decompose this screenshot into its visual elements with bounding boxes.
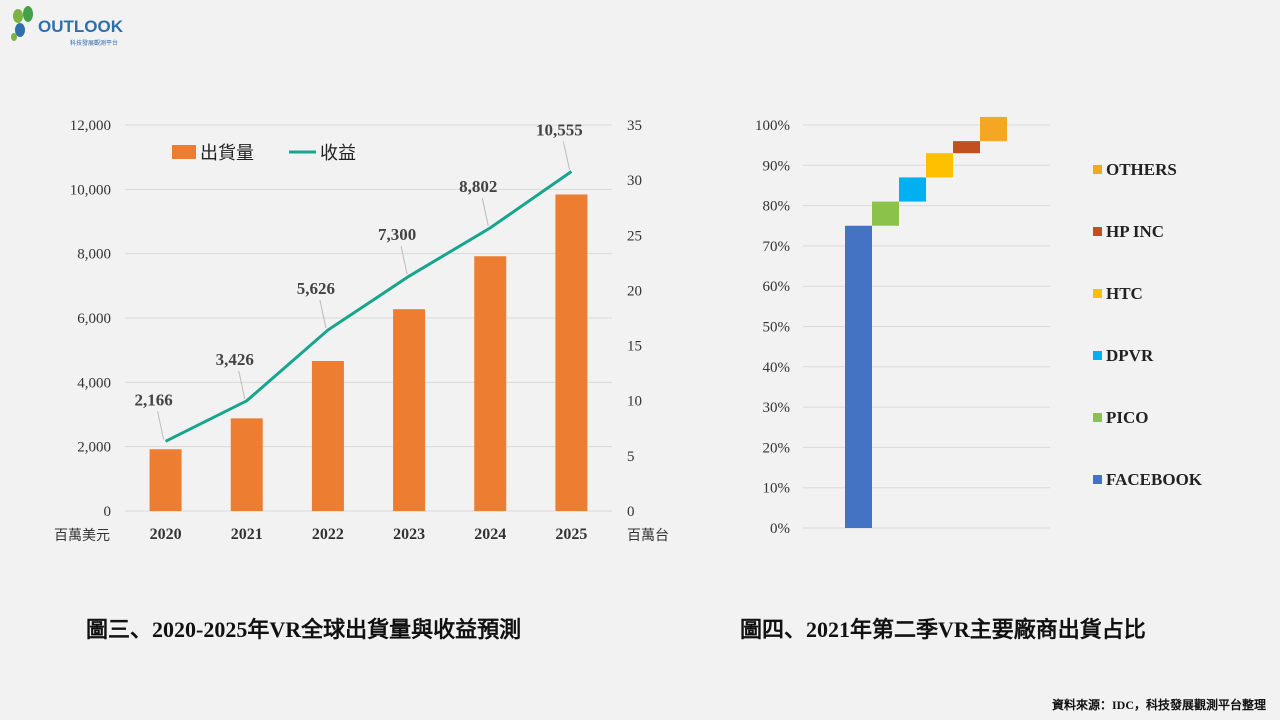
y-right-tick-label: 25 (627, 228, 642, 244)
x-tick-label: 2024 (474, 526, 506, 543)
data-label: 3,426 (216, 350, 254, 369)
logo-subtitle: 科技發展觀測平台 (70, 41, 119, 47)
legend-label: OTHERS (1106, 160, 1177, 179)
y-right-tick-label: 15 (627, 339, 642, 355)
y-tick-label: 70% (763, 239, 791, 255)
bar (555, 194, 588, 512)
data-label: 10,555 (536, 120, 583, 139)
legend-swatch-shipments (172, 145, 196, 159)
waterfall-bar (980, 116, 1007, 142)
legend-label: FACEBOOK (1106, 470, 1203, 489)
y-tick-label: 10% (763, 481, 791, 497)
y-tick-label: 40% (763, 360, 791, 376)
data-label-leader (157, 411, 165, 440)
legend-label: HTC (1106, 284, 1143, 303)
y-right-axis-label: 百萬台 (627, 528, 669, 544)
data-label: 7,300 (378, 225, 416, 244)
data-label-leader (481, 197, 489, 226)
y-left-tick-label: 0 (104, 504, 112, 520)
y-right-tick-label: 5 (627, 449, 635, 465)
figure3-caption: 圖三、2020-2025年VR全球出貨量與收益預測 (86, 617, 522, 642)
legend-swatch (1093, 227, 1102, 236)
y-left-tick-label: 12,000 (70, 118, 111, 134)
legend-swatch (1093, 289, 1102, 298)
y-tick-label: 30% (763, 400, 791, 416)
x-tick-label: 2025 (555, 526, 587, 543)
waterfall-bar (899, 177, 926, 202)
legend-swatch (1093, 475, 1102, 484)
revenue-line (164, 170, 573, 443)
data-label-leader (400, 246, 408, 275)
legend-swatch (1093, 351, 1102, 360)
x-tick-label: 2020 (150, 526, 182, 543)
data-label-leader (238, 370, 246, 399)
y-tick-label: 90% (763, 158, 791, 174)
legend-label: DPVR (1106, 346, 1154, 365)
legend-label-shipments: 出貨量 (200, 143, 254, 163)
y-right-tick-label: 30 (627, 173, 642, 189)
y-tick-label: 60% (763, 279, 791, 295)
shipment-revenue-chart: 0 2,000 4,000 6,000 8,000 10,000 12,000 0 5 10 15 2… (54, 118, 669, 544)
bar (311, 361, 344, 511)
y-tick-label: 80% (763, 199, 791, 215)
logo-text: OUTLOOK (38, 17, 123, 36)
waterfall-bar (845, 225, 872, 528)
y-right-tick-label: 0 (627, 504, 635, 520)
y-right-tick-label: 20 (627, 283, 642, 299)
y-left-tick-label: 4,000 (77, 375, 111, 391)
figure4-caption: 圖四、2021年第二季VR主要廠商出貨占比 (740, 617, 1146, 642)
legend-label-revenue: 收益 (320, 143, 356, 163)
waterfall-bar (926, 153, 953, 178)
y-tick-label: 20% (763, 440, 791, 456)
bar (230, 418, 263, 511)
logo-leaf-icon (11, 6, 33, 41)
y-tick-label: 0% (770, 521, 790, 537)
data-label: 2,166 (134, 390, 172, 409)
legend-swatch (1093, 413, 1102, 422)
outlook-logo: OUTLOOK 科技發展觀測平台 (8, 4, 128, 47)
y-left-tick-label: 8,000 (77, 247, 111, 263)
y-left-axis-label: 百萬美元 (54, 528, 110, 544)
y-tick-label: 100% (755, 118, 790, 134)
legend-label: HP INC (1106, 222, 1164, 241)
x-tick-label: 2022 (312, 526, 344, 543)
source-note: 資料來源：IDC，科技發展觀測平台整理 (1051, 698, 1266, 712)
waterfall-bar (953, 141, 980, 154)
bar (474, 256, 507, 511)
y-right-tick-label: 10 (627, 394, 642, 410)
y-left-tick-label: 6,000 (77, 311, 111, 327)
x-tick-label: 2023 (393, 526, 425, 543)
y-right-tick-label: 35 (627, 118, 642, 134)
waterfall-bar (872, 201, 899, 226)
bar (393, 309, 426, 511)
legend-swatch (1093, 165, 1102, 174)
y-left-tick-label: 2,000 (77, 440, 111, 456)
data-label-leader (319, 299, 327, 329)
y-left-tick-label: 10,000 (70, 182, 111, 198)
data-label: 8,802 (459, 177, 497, 196)
data-label: 5,626 (297, 279, 335, 298)
x-tick-label: 2021 (231, 526, 263, 543)
legend-label: PICO (1106, 408, 1149, 427)
bar (149, 449, 182, 511)
y-tick-label: 50% (763, 320, 791, 336)
data-label-leader (562, 141, 570, 170)
